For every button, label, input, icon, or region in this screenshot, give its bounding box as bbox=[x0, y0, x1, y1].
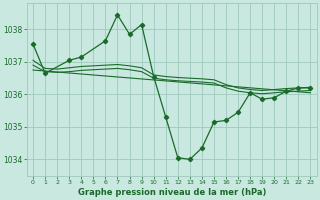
X-axis label: Graphe pression niveau de la mer (hPa): Graphe pression niveau de la mer (hPa) bbox=[77, 188, 266, 197]
